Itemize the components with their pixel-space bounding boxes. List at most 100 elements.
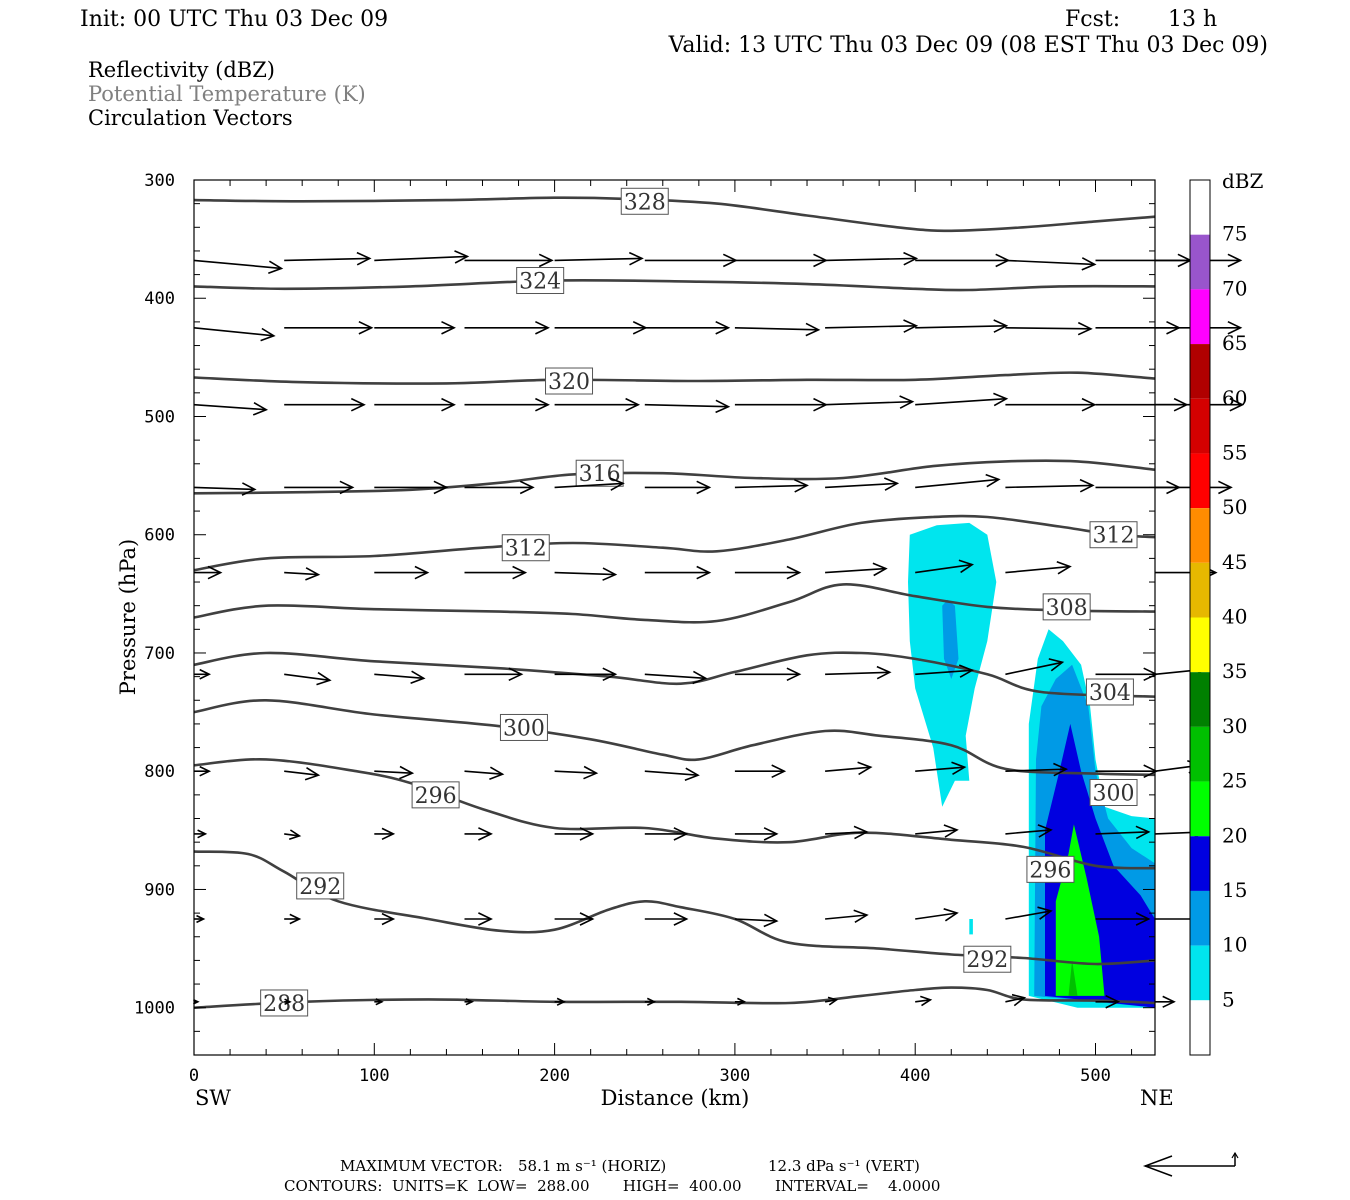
vector-arrow — [915, 473, 1001, 489]
theta-label-288-text: 288 — [263, 992, 305, 1017]
colorbar-level-45: 45 — [1222, 550, 1247, 574]
vector-arrow — [464, 480, 535, 495]
vector-arrow — [824, 996, 839, 1006]
vector-arrow — [374, 912, 396, 926]
x-tick-label-300: 300 — [720, 1066, 751, 1086]
theta-label-300-text: 300 — [503, 716, 545, 741]
theta-contour-300 — [193, 698, 1156, 777]
theta-label-320-text: 320 — [548, 370, 590, 395]
vector-arrow — [1005, 560, 1072, 575]
vector-arrow — [464, 766, 505, 781]
vector-arrow — [734, 827, 779, 841]
circulation-vectors — [193, 250, 1245, 1009]
vector-arrow — [374, 827, 396, 841]
theta-contour-308 — [193, 583, 1156, 624]
vector-arrow — [644, 253, 738, 268]
y-tick-label-800: 800 — [144, 762, 175, 782]
vector-arrow — [825, 665, 892, 680]
vector-arrow — [644, 912, 689, 926]
reflectivity-region-10dbz-1 — [942, 599, 959, 679]
vector-arrow — [1095, 994, 1121, 1009]
theta-label-308: 308 — [1042, 593, 1091, 621]
vector-arrow — [915, 319, 1009, 333]
vector-arrow — [374, 397, 456, 412]
vector-arrow — [464, 320, 550, 335]
ne-end-label: NE — [1140, 1086, 1174, 1110]
vector-arrow — [374, 250, 470, 264]
vector-arrow — [284, 567, 321, 581]
vector-arrow — [554, 251, 644, 266]
vector-arrow — [734, 397, 828, 412]
colorbar-level-15: 15 — [1222, 878, 1247, 902]
theta-label-right-292-3: 292 — [963, 945, 1012, 973]
colorbar-swatch — [1190, 1000, 1210, 1055]
vector-arrow — [374, 320, 456, 335]
colorbar-level-20: 20 — [1222, 823, 1247, 847]
vector-arrow — [1095, 912, 1151, 926]
vector-arrow — [734, 565, 802, 580]
colorbar-level-35: 35 — [1222, 659, 1247, 683]
vector-arrow — [374, 998, 384, 1006]
theta-label-328-text: 328 — [624, 190, 666, 215]
vector-arrow — [284, 480, 355, 495]
vector-arrow — [1005, 478, 1095, 493]
vector-arrow — [554, 997, 566, 1006]
vector-arrow — [194, 668, 212, 680]
vector-arrow — [734, 913, 779, 928]
vector-arrow — [915, 392, 1009, 407]
vector-arrow — [464, 565, 528, 580]
axis-ticks: 0 100 200 300 400 500 300 400 500 600 700 800 900 100… — [134, 171, 1155, 1086]
colorbar-unit-label: dBZ — [1222, 169, 1264, 193]
vector-arrow — [915, 559, 975, 574]
x-tick-label-500: 500 — [1080, 1066, 1111, 1086]
vector-arrow — [915, 995, 933, 1007]
colorbar-level-55: 55 — [1222, 440, 1247, 464]
dbz-colorbar: 5 10 15 20 25 30 35 40 45 50 55 60 65 70 75 — [1189, 179, 1247, 1056]
vector-arrow — [825, 319, 919, 333]
vector-arrow — [193, 402, 269, 416]
field-label-theta: Potential Temperature (K) — [88, 82, 366, 106]
vector-arrow — [554, 397, 641, 412]
colorbar-swatch — [1190, 289, 1210, 345]
colorbar-swatch — [1190, 398, 1210, 454]
colorbar-swatch — [1190, 890, 1210, 946]
vector-arrow — [825, 562, 888, 577]
vector-arrow — [1005, 906, 1053, 920]
theta-label-right-312-0-text: 312 — [1093, 524, 1135, 549]
forecast-hour-label: 13 h — [1168, 7, 1217, 32]
vector-arrow — [644, 565, 712, 580]
theta-label-324: 324 — [516, 267, 565, 295]
theta-label-316: 316 — [575, 459, 624, 487]
vector-arrow — [825, 909, 869, 923]
colorbar-level-25: 25 — [1222, 769, 1247, 793]
vector-arrow — [464, 998, 474, 1006]
theta-label-304-text: 304 — [1089, 681, 1131, 706]
vector-arrow — [194, 565, 223, 580]
vector-arrow — [193, 259, 284, 275]
y-tick-label-300: 300 — [144, 171, 175, 191]
max-vector-label: MAXIMUM VECTOR: — [340, 1157, 503, 1175]
vector-arrow — [644, 767, 700, 782]
field-label-vectors: Circulation Vectors — [88, 106, 293, 130]
theta-label-316-text: 316 — [579, 462, 621, 487]
colorbar-level-10: 10 — [1222, 933, 1247, 957]
theta-contour-296 — [193, 758, 1156, 870]
theta-label-296: 296 — [411, 781, 460, 809]
plot-area: 3283243203163123083043002962922883123002… — [134, 171, 1245, 1086]
vector-arrow — [644, 399, 731, 414]
y-tick-label-500: 500 — [144, 407, 175, 427]
init-time-label: Init: 00 UTC Thu 03 Dec 09 — [80, 7, 388, 32]
theta-label-308-text: 308 — [1046, 596, 1088, 621]
theta-contour-320 — [193, 371, 1156, 385]
x-tick-label-200: 200 — [539, 1066, 570, 1086]
theta-contour-312 — [193, 514, 1156, 572]
reflectivity-region-25dbz-6 — [1068, 960, 1078, 996]
vector-arrow — [464, 667, 524, 682]
vector-arrow — [554, 567, 618, 581]
vector-arrow — [825, 761, 873, 776]
theta-contour-288 — [193, 986, 1156, 1009]
colorbar-level-5: 5 — [1222, 987, 1235, 1011]
vector-arrow — [1005, 257, 1097, 271]
vector-arrow — [193, 482, 257, 496]
